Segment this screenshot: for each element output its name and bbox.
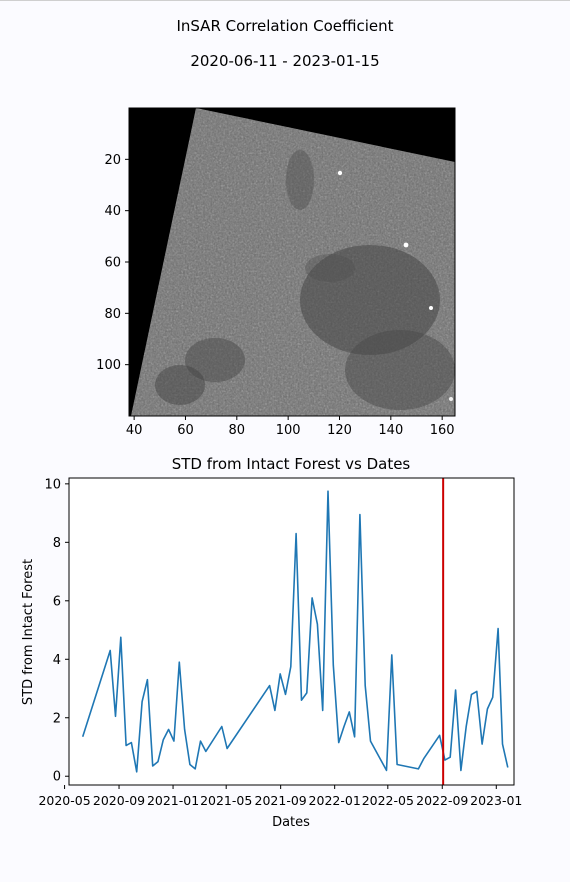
heatmap-y-tick-label: 20 bbox=[104, 153, 121, 168]
heatmap-x-tick-label: 40 bbox=[126, 423, 143, 438]
x-tick-label: 2020-05 bbox=[38, 793, 90, 808]
std-line-chart: STD from Intact Forest vs Dates 0246810 … bbox=[21, 455, 522, 830]
x-tick-label: 2021-09 bbox=[255, 793, 307, 808]
x-tick-label: 2022-01 bbox=[309, 793, 361, 808]
y-tick-label: 4 bbox=[53, 653, 61, 668]
y-tick-label: 6 bbox=[53, 594, 61, 609]
y-tick-label: 0 bbox=[53, 770, 61, 785]
heatmap-y-tick-label: 60 bbox=[104, 256, 121, 271]
x-tick-label: 2022-05 bbox=[362, 793, 414, 808]
figure-title: InSAR Correlation Coefficient bbox=[176, 17, 394, 35]
heatmap-y-ticks: 20 40 60 80 100 bbox=[96, 153, 129, 373]
x-tick-label: 2020-09 bbox=[93, 793, 145, 808]
y-tick-label: 2 bbox=[53, 711, 61, 726]
heatmap-x-tick-label: 120 bbox=[327, 423, 352, 438]
heatmap-x-tick-label: 80 bbox=[229, 423, 246, 438]
y-tick-label: 8 bbox=[53, 536, 61, 551]
x-tick-label: 2022-09 bbox=[416, 793, 468, 808]
chart-title: STD from Intact Forest vs Dates bbox=[172, 455, 411, 473]
heatmap-x-tick-label: 140 bbox=[378, 423, 403, 438]
heatmap-x-tick-label: 60 bbox=[177, 423, 194, 438]
figure-date-range: 2020-06-11 - 2023-01-15 bbox=[190, 52, 380, 70]
heatmap-y-tick-label: 100 bbox=[96, 358, 121, 373]
heatmap-y-tick-label: 40 bbox=[104, 204, 121, 219]
correlation-heatmap: 40 60 80 100 120 140 160 20 40 60 80 100 bbox=[96, 107, 456, 438]
top-divider bbox=[0, 0, 570, 1]
y-tick-label: 10 bbox=[44, 477, 61, 492]
plot-frame bbox=[68, 477, 515, 786]
x-tick-label: 2021-01 bbox=[147, 793, 199, 808]
x-axis-label: Dates bbox=[272, 815, 310, 830]
x-tick-label: 2023-01 bbox=[470, 793, 522, 808]
heatmap-x-tick-label: 160 bbox=[430, 423, 455, 438]
x-axis-ticks: 2020-05 2020-09 2021-01 2021-05 2021-09 2022-… bbox=[38, 785, 522, 808]
y-axis-ticks: 0 2 4 6 8 10 bbox=[44, 477, 69, 785]
heatmap-x-ticks: 40 60 80 100 120 140 160 bbox=[126, 416, 455, 438]
heatmap-x-tick-label: 100 bbox=[276, 423, 301, 438]
y-axis-label: STD from Intact Forest bbox=[21, 559, 36, 705]
x-tick-label: 2021-05 bbox=[200, 793, 252, 808]
std-series-line bbox=[81, 490, 509, 773]
heatmap-y-tick-label: 80 bbox=[104, 307, 121, 322]
